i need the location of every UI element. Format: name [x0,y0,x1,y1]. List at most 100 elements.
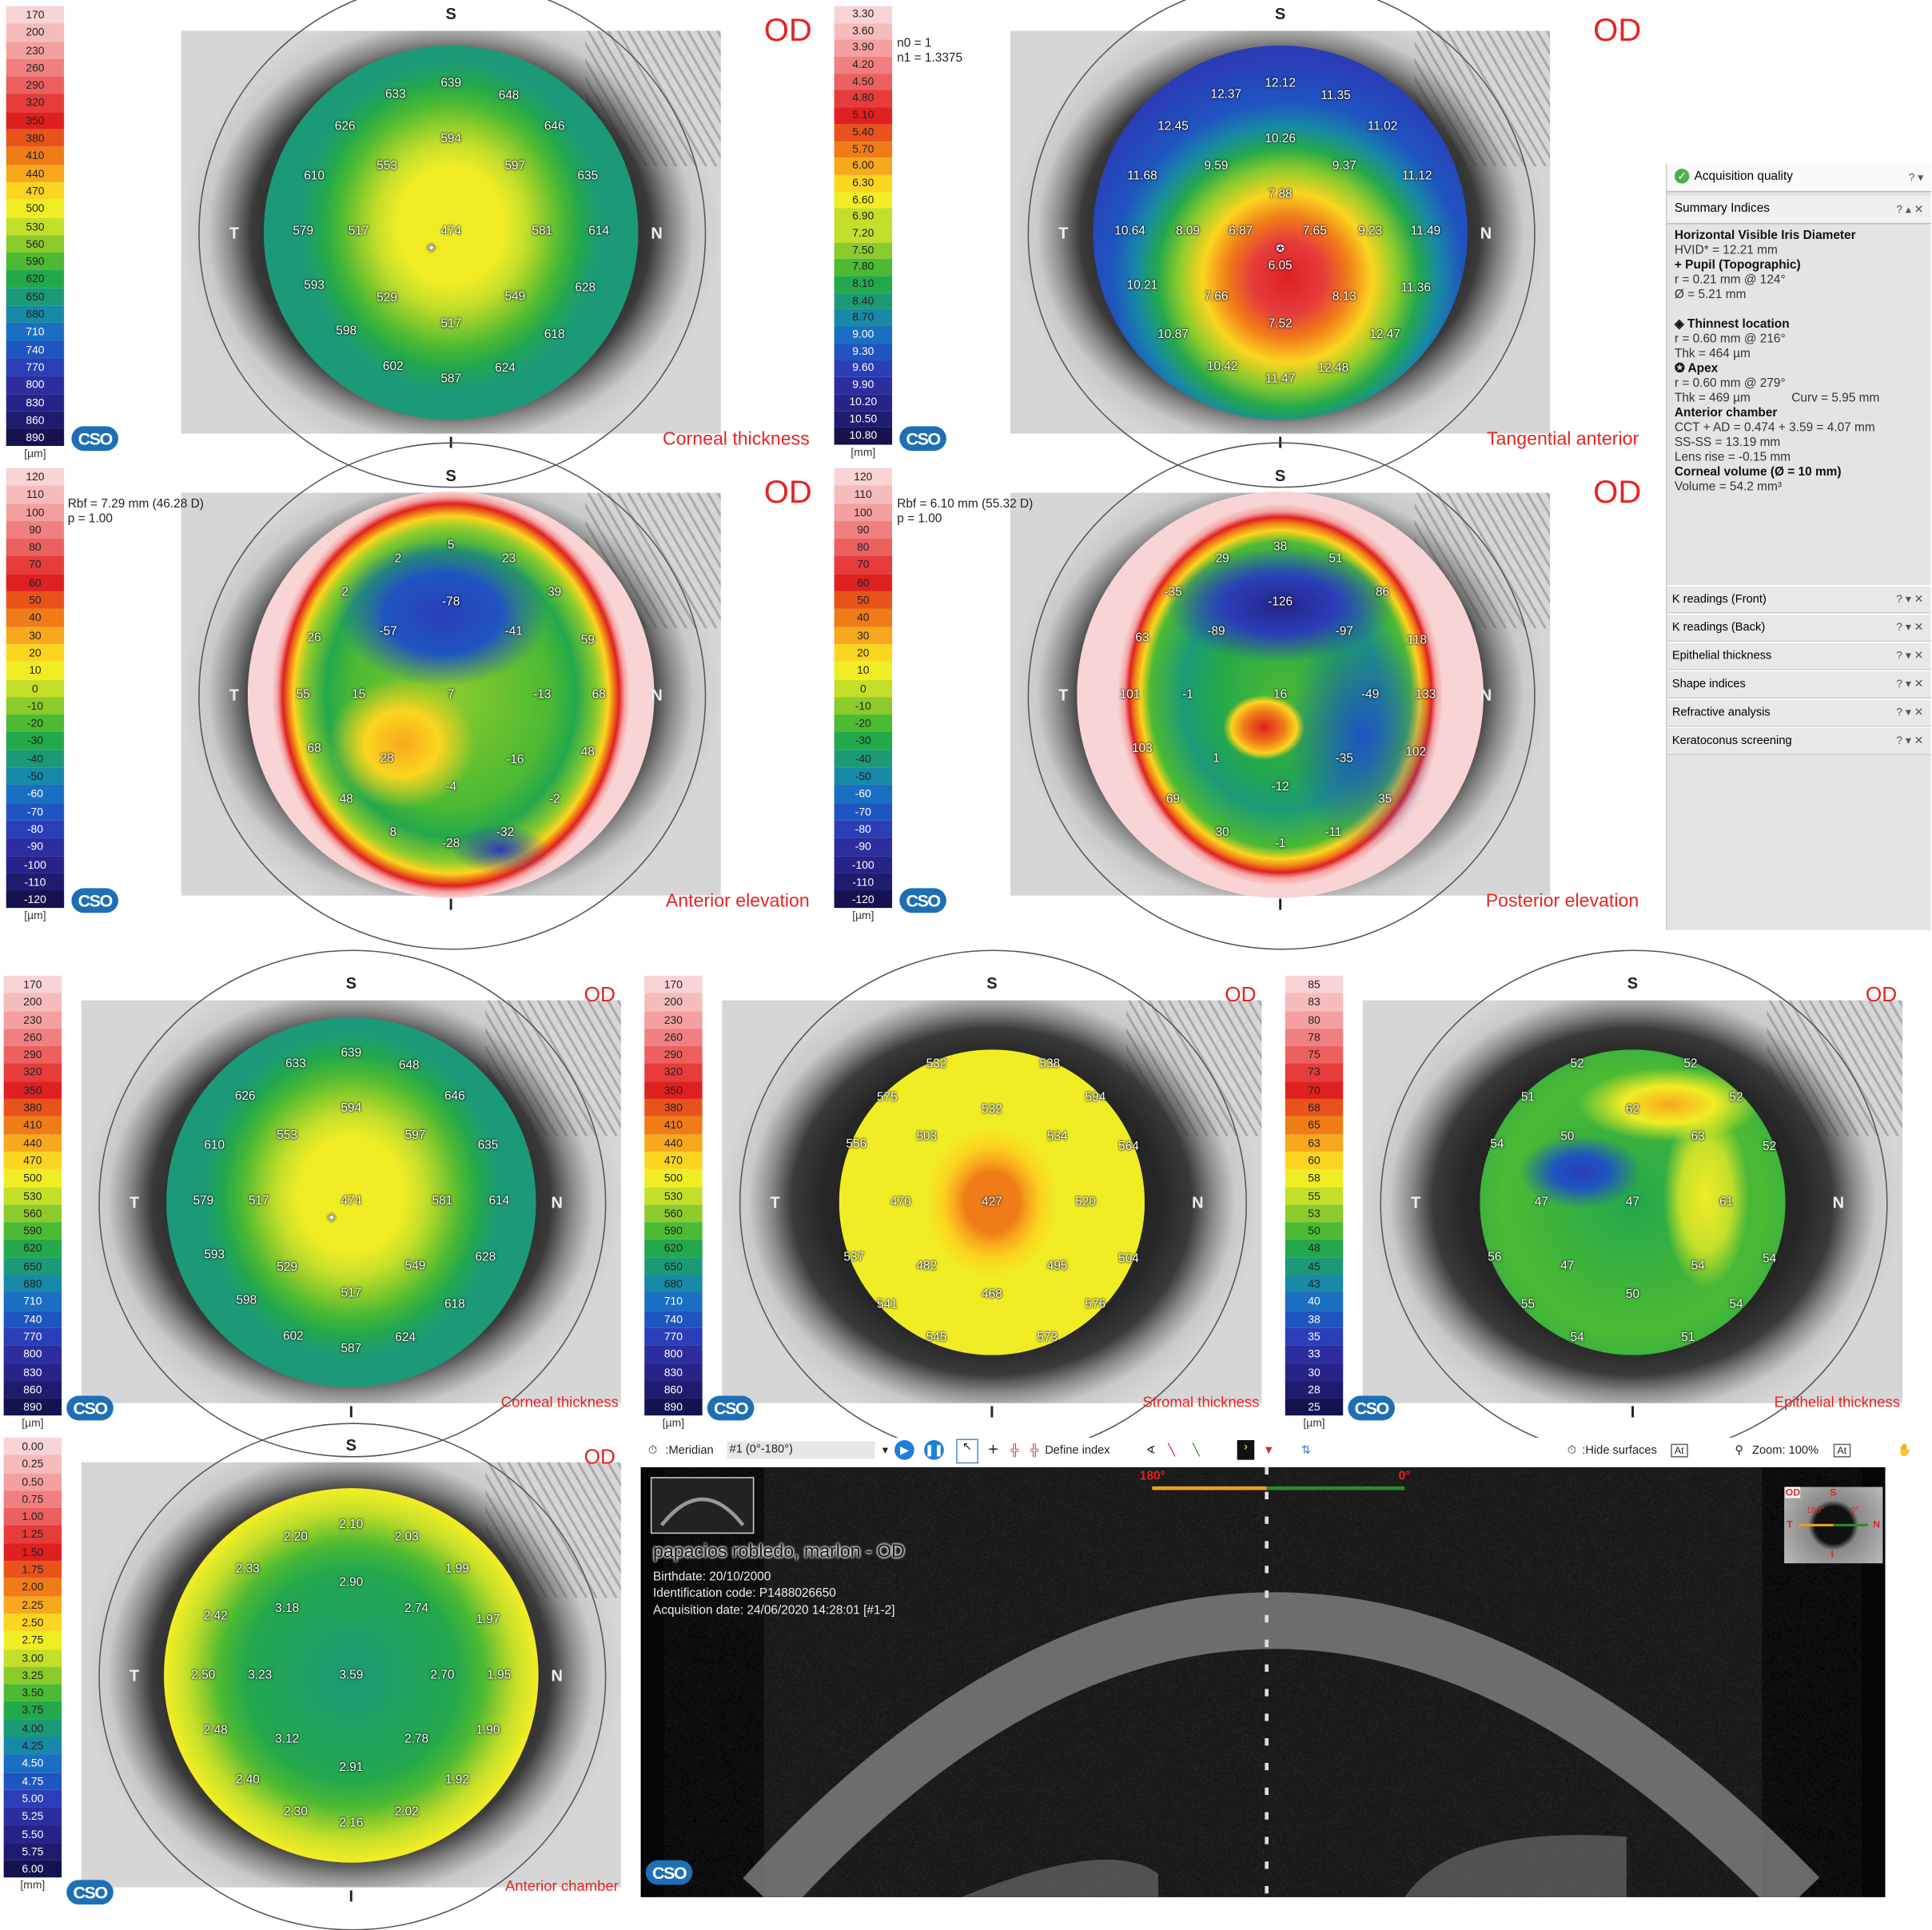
caliper-tool-button[interactable]: ╬ [1010,1443,1019,1458]
scale-step: 650 [3,1257,62,1275]
summary-indices-header[interactable]: Summary Indices ? ▴ ✕ [1667,196,1931,225]
swap-button[interactable]: ⇅ [1301,1443,1312,1458]
map-value: 6.87 [1229,224,1253,238]
map-value: 63 [1135,631,1149,645]
panel-sections: K readings (Front)? ▾ ✕ K readings (Back)… [1667,585,1931,755]
scale-step: 8.70 [834,309,893,327]
pan-hand-icon[interactable]: ✋ [1897,1443,1913,1458]
section-controls[interactable]: ? ▾ ✕ [1896,706,1924,718]
scale-step: 9.30 [834,343,893,360]
section-controls[interactable]: ? ▾ ✕ [1896,734,1924,747]
zoom-icon[interactable]: ⚲ [1735,1443,1744,1458]
map-title: Corneal thickness [500,1393,619,1411]
play-button[interactable]: ▶ [894,1440,914,1460]
map-value: 2.03 [394,1530,419,1544]
line-tool-button-2[interactable]: ╲ [1193,1443,1201,1458]
map-value: 23 [502,551,516,566]
scale-step: 60 [6,574,65,592]
angle-tool-button[interactable]: ∢ [1145,1443,1156,1458]
scale-step: 6.00 [834,157,893,175]
map-value: -35 [1335,751,1353,766]
summary-line: r = 0.21 mm @ 124° [1674,273,1786,288]
scan-thumbnail[interactable] [650,1477,755,1534]
eye-label: OD [1593,472,1642,511]
map-value: 610 [204,1138,225,1152]
acquisition-quality-header[interactable]: ✓ Acquisition quality ? ▾ [1667,164,1931,193]
contrast-button[interactable]: › [1237,1440,1255,1460]
compass-n: N [1832,1192,1845,1212]
compass-t: T [1411,1192,1421,1212]
panel-section[interactable]: K readings (Front) ? ▾ ✕ [1667,585,1931,614]
color-map-button[interactable]: ▼ [1263,1443,1275,1458]
panel-section[interactable]: Shape indices ? ▾ ✕ [1667,670,1931,699]
panel-section[interactable]: Refractive analysis ? ▾ ✕ [1667,698,1931,727]
map-value: -1 [1182,687,1193,702]
scale-step: 4.75 [3,1772,62,1790]
map-value: 118 [1407,633,1428,647]
help-icon[interactable]: ? [1896,203,1902,216]
oct-scan-view[interactable]: 180° 0° papacios robledo, marlon - OD Bi… [640,1466,1886,1897]
map-value: 495 [1046,1259,1068,1273]
map-value: 2.33 [235,1562,260,1576]
crosshair-tool-button[interactable]: + [988,1439,998,1459]
auto-button-2[interactable]: At [1833,1443,1850,1458]
map-value: 61 [1719,1195,1734,1209]
scale-step: 65 [1285,1116,1344,1135]
define-index-button[interactable]: Define index [1045,1443,1110,1458]
eye-label: OD [584,1445,615,1469]
cso-logo: CSO [645,1860,693,1885]
map-value: 52 [1683,1057,1698,1071]
panel-section[interactable]: Epithelial thickness ? ▾ ✕ [1667,642,1931,671]
compass-s: S [1627,973,1639,993]
map-value: 626 [334,119,356,133]
pause-button[interactable]: ❚❚ [924,1440,944,1460]
map-value: 553 [376,158,397,173]
map-value: 59 [580,633,595,647]
scale-step: 40 [834,609,893,627]
section-controls[interactable]: ? ▾ ✕ [1896,677,1924,690]
scale-step: 70 [6,555,65,575]
map-annotation: n0 = 1 n1 = 1.3375 [897,37,962,66]
scale-step: 5.10 [834,107,893,125]
zoom-level[interactable]: Zoom: 100% [1752,1443,1819,1458]
mini-0-label: 0° [1850,1506,1859,1516]
scale-step: 6.30 [834,174,893,192]
map-value: 11.35 [1321,88,1351,102]
map-value: 11.12 [1401,169,1432,183]
scale-step: 530 [644,1187,703,1205]
hide-surfaces-button[interactable]: :Hide surfaces [1582,1443,1657,1458]
map-value: 633 [285,1057,306,1071]
map-value: 556 [846,1136,867,1151]
panel-section[interactable]: K readings (Back) ? ▾ ✕ [1667,613,1931,643]
panel-section[interactable]: Keratoconus screening ? ▾ ✕ [1667,726,1931,755]
scale-step: 260 [644,1028,703,1047]
scale-step: 830 [6,393,65,412]
panel-controls[interactable]: ? ▴ ✕ [1896,203,1924,216]
chevron-down-icon[interactable]: ▾ [882,1443,889,1458]
map-value: 1.92 [444,1773,469,1787]
map-value: 538 [1039,1057,1061,1071]
meridian-select[interactable]: #1 (0°-180°) [727,1441,875,1459]
pointer-tool-button[interactable]: ↖ [956,1439,978,1464]
meridian-icon[interactable]: ⏱ [647,1443,658,1458]
panel-controls[interactable]: ? ▾ [1908,171,1924,184]
map-value: 51 [1328,551,1343,566]
map-value: 573 [1037,1330,1058,1344]
help-icon[interactable]: ? [1908,171,1915,184]
auto-button[interactable]: At [1671,1443,1688,1458]
scale-step: -20 [834,714,893,733]
scale-step: 50 [834,591,893,610]
scale-step: 530 [3,1187,62,1205]
map-value: 648 [398,1058,420,1072]
section-controls[interactable]: ? ▾ ✕ [1896,620,1924,634]
section-controls[interactable]: ? ▾ ✕ [1896,649,1924,662]
scale-unit: [mm] [850,445,876,459]
mini-eye-locator[interactable]: OD S T N I 180° 0° [1784,1486,1883,1564]
section-controls[interactable]: ? ▾ ✕ [1896,592,1924,605]
compass-t: T [129,1665,140,1685]
line-tool-button[interactable]: ╲ [1168,1443,1176,1458]
annotation-line: Rbf = 6.10 mm (55.32 D) [897,497,1034,511]
map-value: 639 [440,76,462,90]
cso-logo: CSO [66,1880,114,1905]
map-value: 5 [447,538,455,552]
